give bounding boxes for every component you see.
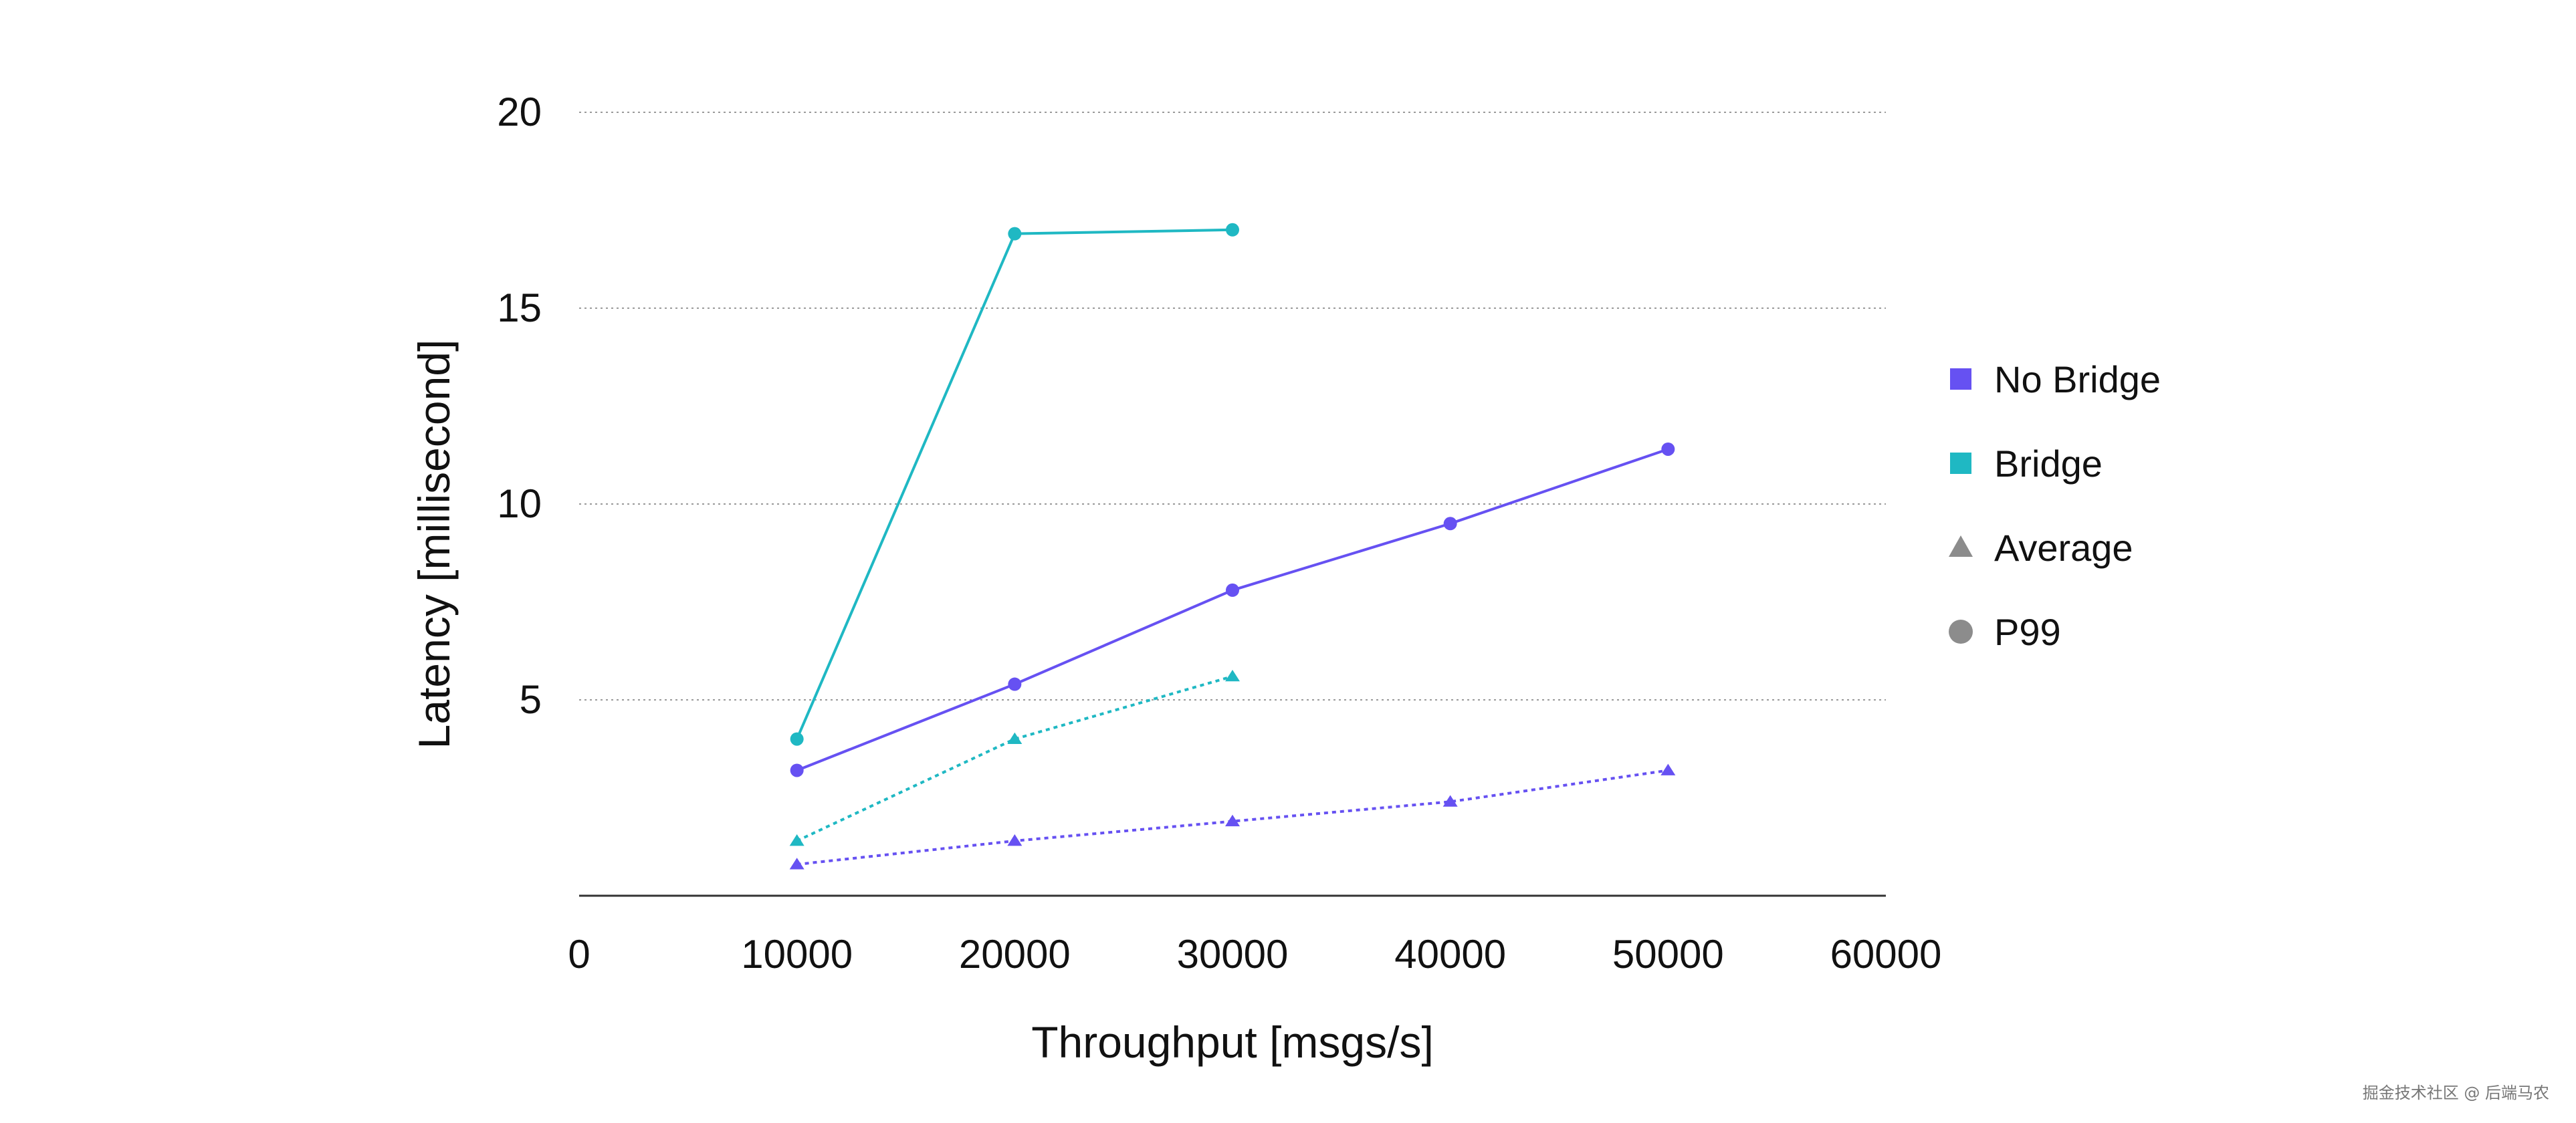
x-tick-label: 60000 bbox=[1830, 932, 1942, 977]
x-tick-label: 30000 bbox=[1177, 932, 1289, 977]
legend-item: Average bbox=[1949, 527, 2133, 569]
bridge-p99-point bbox=[1226, 223, 1239, 237]
no-bridge-p99-point bbox=[790, 763, 804, 777]
legend-item: No Bridge bbox=[1950, 358, 2161, 400]
y-tick-labels: 5 10 15 20 bbox=[497, 90, 542, 722]
no-bridge-average-point bbox=[1660, 763, 1676, 775]
legend-label: Average bbox=[1994, 527, 2133, 569]
x-tick-label: 40000 bbox=[1394, 932, 1506, 977]
legend-item: Bridge bbox=[1950, 443, 2103, 485]
bridge-average-line bbox=[796, 674, 1233, 842]
bridge-p99-point bbox=[1008, 227, 1022, 241]
bridge-p99-point bbox=[790, 732, 804, 746]
square-icon bbox=[1950, 453, 1971, 474]
no-bridge-p99-point bbox=[1443, 517, 1457, 531]
no-bridge-average-line bbox=[796, 769, 1669, 866]
series-markers bbox=[789, 223, 1676, 870]
no-bridge-p99-point bbox=[1008, 677, 1022, 691]
x-tick-labels: 0 10000 20000 30000 40000 50000 60000 bbox=[568, 932, 1941, 977]
y-tick-label: 5 bbox=[520, 677, 542, 722]
legend-label: P99 bbox=[1994, 611, 2061, 653]
no-bridge-average-point bbox=[1007, 834, 1023, 846]
y-tick-label: 15 bbox=[497, 285, 542, 330]
no-bridge-average-point bbox=[1442, 795, 1458, 807]
no-bridge-average-point bbox=[789, 858, 804, 870]
no-bridge-average-point bbox=[1225, 814, 1240, 827]
legend: No Bridge Bridge Average P99 bbox=[1949, 358, 2161, 653]
x-tick-label: 50000 bbox=[1612, 932, 1724, 977]
x-tick-label: 20000 bbox=[959, 932, 1071, 977]
square-icon bbox=[1950, 368, 1971, 390]
series-lines bbox=[795, 228, 1669, 866]
y-tick-label: 20 bbox=[497, 90, 542, 134]
y-tick-label: 10 bbox=[497, 481, 542, 526]
circle-icon bbox=[1949, 620, 1973, 644]
legend-label: Bridge bbox=[1994, 443, 2103, 485]
no-bridge-p99-point bbox=[1661, 442, 1675, 456]
triangle-icon bbox=[1949, 535, 1973, 557]
watermark: 掘金技术社区 @ 后端马农 bbox=[2362, 1084, 2549, 1102]
grid-lines bbox=[579, 112, 1886, 701]
x-tick-label: 10000 bbox=[741, 932, 853, 977]
y-axis-title: Latency [millisecond] bbox=[409, 340, 459, 749]
x-axis-title: Throughput [msgs/s] bbox=[1031, 1017, 1434, 1067]
bridge-average-point bbox=[789, 834, 804, 846]
no-bridge-p99-point bbox=[1226, 583, 1239, 597]
bridge-average-point bbox=[1225, 669, 1240, 682]
bridge-average-point bbox=[1007, 732, 1023, 745]
bridge-p99-line bbox=[795, 228, 1233, 740]
legend-label: No Bridge bbox=[1994, 358, 2161, 400]
legend-item: P99 bbox=[1949, 611, 2061, 653]
x-tick-label: 0 bbox=[568, 932, 590, 977]
no-bridge-p99-line bbox=[796, 448, 1669, 772]
